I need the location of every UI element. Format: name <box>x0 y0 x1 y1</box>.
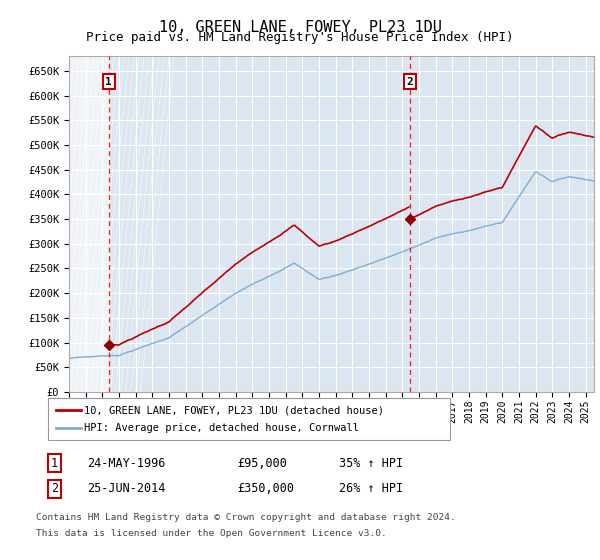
Text: 25-JUN-2014: 25-JUN-2014 <box>87 482 166 496</box>
Text: HPI: Average price, detached house, Cornwall: HPI: Average price, detached house, Corn… <box>84 423 359 433</box>
Text: 24-MAY-1996: 24-MAY-1996 <box>87 456 166 470</box>
Text: 35% ↑ HPI: 35% ↑ HPI <box>339 456 403 470</box>
Text: £95,000: £95,000 <box>237 456 287 470</box>
Text: £350,000: £350,000 <box>237 482 294 496</box>
Text: 2: 2 <box>51 482 58 496</box>
Text: 26% ↑ HPI: 26% ↑ HPI <box>339 482 403 496</box>
Text: Price paid vs. HM Land Registry's House Price Index (HPI): Price paid vs. HM Land Registry's House … <box>86 31 514 44</box>
Text: 2: 2 <box>407 77 413 87</box>
Text: 10, GREEN LANE, FOWEY, PL23 1DU (detached house): 10, GREEN LANE, FOWEY, PL23 1DU (detache… <box>84 405 384 415</box>
Text: 1: 1 <box>105 77 112 87</box>
Text: 1: 1 <box>51 456 58 470</box>
Text: This data is licensed under the Open Government Licence v3.0.: This data is licensed under the Open Gov… <box>36 529 387 538</box>
Text: Contains HM Land Registry data © Crown copyright and database right 2024.: Contains HM Land Registry data © Crown c… <box>36 514 456 522</box>
Text: 10, GREEN LANE, FOWEY, PL23 1DU: 10, GREEN LANE, FOWEY, PL23 1DU <box>158 20 442 35</box>
